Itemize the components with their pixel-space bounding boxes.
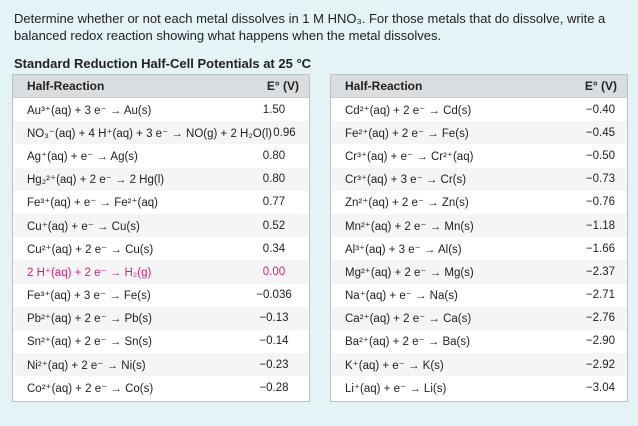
table-row: Sn²⁺(aq) + 2 e⁻ → Sn(s) −0.14: [13, 330, 309, 353]
table-row: Zn²⁺(aq) + 2 e⁻ → Zn(s) −0.76: [331, 191, 627, 214]
half-reaction: Fe³⁺(aq) + 3 e⁻ → Fe(s): [27, 290, 151, 303]
standard-potential: −0.13: [259, 312, 289, 325]
table-row: Li⁺(aq) + e⁻ → Li(s) −3.04: [331, 376, 627, 399]
half-reaction: Na⁺(aq) + e⁻ → Na(s): [345, 290, 458, 303]
table-row: Cr³⁺(aq) + 3 e⁻ → Cr(s) −0.73: [331, 167, 627, 191]
half-reaction: Al³⁺(aq) + 3 e⁻ → Al(s): [345, 243, 462, 256]
standard-potential: 0.77: [262, 196, 286, 209]
standard-potential: 0.52: [262, 219, 286, 232]
table-row: K⁺(aq) + e⁻ → K(s) −2.92: [331, 353, 627, 377]
half-reaction: Li⁺(aq) + e⁻ → Li(s): [345, 382, 447, 395]
standard-potential: −0.73: [585, 173, 615, 186]
reaction-column-header: Half-Reaction: [27, 79, 105, 93]
half-reaction: Mn²⁺(aq) + 2 e⁻ → Mn(s): [345, 220, 474, 233]
half-reaction: Ca²⁺(aq) + 2 e⁻ → Ca(s): [345, 313, 472, 326]
half-reaction: Cu²⁺(aq) + 2 e⁻ → Cu(s): [27, 243, 154, 256]
standard-potential: −0.45: [585, 126, 615, 139]
standard-potential: 0.96: [273, 126, 296, 139]
standard-potential: −2.92: [585, 358, 615, 371]
table-row: Au³⁺(aq) + 3 e⁻ → Au(s) 1.50: [13, 98, 309, 121]
standard-potential: 0.80: [262, 173, 286, 186]
standard-potential: −2.90: [585, 335, 615, 348]
standard-potential: −0.40: [585, 103, 615, 116]
table-row: Mg²⁺(aq) + 2 e⁻ → Mg(s) −2.37: [331, 260, 627, 284]
table-row: Co²⁺(aq) + 2 e⁻ → Co(s) −0.28: [13, 376, 309, 399]
standard-potential: −1.66: [585, 242, 615, 255]
table-row: Ag⁺(aq) + e⁻ → Ag(s) 0.80: [13, 144, 309, 167]
potential-column-header: E° (V): [266, 79, 299, 93]
potential-column-header: E° (V): [584, 79, 617, 93]
table-row: Al³⁺(aq) + 3 e⁻ → Al(s) −1.66: [331, 237, 627, 260]
standard-potential: −1.18: [585, 219, 615, 232]
standard-potential: −3.04: [585, 381, 615, 394]
table-row: Pb²⁺(aq) + 2 e⁻ → Pb(s) −0.13: [13, 306, 309, 330]
table-row: Mn²⁺(aq) + 2 e⁻ → Mn(s) −1.18: [331, 213, 627, 238]
table-row: Ca²⁺(aq) + 2 e⁻ → Ca(s) −2.76: [331, 306, 627, 330]
table-row: Cu⁺(aq) + e⁻ → Cu(s) 0.52: [13, 213, 309, 238]
table-row: Fe³⁺(aq) + 3 e⁻ → Fe(s) −0.036: [13, 284, 309, 307]
question-text: Determine whether or not each metal diss…: [14, 11, 606, 43]
standard-potential: −0.14: [259, 335, 289, 348]
standard-potential: −0.28: [259, 381, 289, 394]
table-row: Cd²⁺(aq) + 2 e⁻ → Cd(s) −0.40: [331, 98, 627, 121]
half-reaction: K⁺(aq) + e⁻ → K(s): [345, 359, 444, 372]
table-row: Cr³⁺(aq) + e⁻ → Cr²⁺(aq) −0.50: [331, 144, 627, 167]
half-reaction: Au³⁺(aq) + 3 e⁻ → Au(s): [27, 104, 152, 117]
half-reaction: Cr³⁺(aq) + 3 e⁻ → Cr(s): [345, 174, 467, 187]
table-header: Half-Reaction E° (V): [331, 75, 627, 98]
table-body: Cd²⁺(aq) + 2 e⁻ → Cd(s) −0.40 Fe²⁺(aq) + 2…: [331, 98, 627, 399]
standard-potential: −2.76: [585, 312, 615, 325]
half-reaction: Zn²⁺(aq) + 2 e⁻ → Zn(s): [345, 197, 469, 210]
half-reaction: Ba²⁺(aq) + 2 e⁻ → Ba(s): [345, 336, 470, 349]
half-reaction: NO₃⁻(aq) + 4 H⁺(aq) + 3 e⁻ → NO(g) + 2 H…: [27, 127, 272, 140]
table-header: Half-Reaction E° (V): [13, 75, 309, 98]
half-cell-table-left: Half-Reaction E° (V) Au³⁺(aq) + 3 e⁻ → A…: [12, 74, 310, 402]
half-reaction: Sn²⁺(aq) + 2 e⁻ → Sn(s): [27, 336, 152, 349]
standard-potential: −0.036: [256, 289, 292, 302]
half-reaction: 2 H⁺(aq) + 2 e⁻ → H₂(g): [27, 266, 152, 279]
half-reaction: Cr³⁺(aq) + e⁻ → Cr²⁺(aq): [345, 150, 474, 163]
half-reaction: Mg²⁺(aq) + 2 e⁻ → Mg(s): [345, 266, 474, 279]
half-reaction: Fe³⁺(aq) + e⁻ → Fe²⁺(aq): [27, 197, 159, 210]
half-cell-table-right: Half-Reaction E° (V) Cd²⁺(aq) + 2 e⁻ → C…: [330, 74, 628, 402]
standard-potential: −0.50: [585, 149, 615, 162]
standard-potential: −0.76: [585, 196, 615, 209]
half-reaction: Cd²⁺(aq) + 2 e⁻ → Cd(s): [345, 104, 472, 117]
standard-potential: 1.50: [262, 103, 286, 116]
table-title: Standard Reduction Half-Cell Potentials …: [14, 56, 312, 71]
half-reaction: Fe²⁺(aq) + 2 e⁻ → Fe(s): [345, 127, 469, 140]
table-row: Fe²⁺(aq) + 2 e⁻ → Fe(s) −0.45: [331, 121, 627, 145]
standard-potential: 0.34: [262, 242, 286, 255]
standard-potential: −2.37: [585, 265, 615, 278]
table-row: Ni²⁺(aq) + 2 e⁻ → Ni(s) −0.23: [13, 353, 309, 377]
standard-potential: −0.23: [259, 358, 289, 371]
table-row: Na⁺(aq) + e⁻ → Na(s) −2.71: [331, 284, 627, 307]
table-row: Ba²⁺(aq) + 2 e⁻ → Ba(s) −2.90: [331, 330, 627, 353]
standard-potential: −2.71: [585, 289, 615, 302]
table-row: 2 H⁺(aq) + 2 e⁻ → H₂(g) 0.00: [13, 260, 309, 284]
half-reaction: Hg₂²⁺(aq) + 2 e⁻ → 2 Hg(l): [27, 174, 165, 187]
half-reaction: Ag⁺(aq) + e⁻ → Ag(s): [27, 150, 138, 163]
table-row: Cu²⁺(aq) + 2 e⁻ → Cu(s) 0.34: [13, 237, 309, 260]
standard-potential: 0.80: [262, 149, 286, 162]
table-row: NO₃⁻(aq) + 4 H⁺(aq) + 3 e⁻ → NO(g) + 2 H…: [13, 121, 309, 145]
half-reaction: Cu⁺(aq) + e⁻ → Cu(s): [27, 220, 140, 233]
table-body: Au³⁺(aq) + 3 e⁻ → Au(s) 1.50 NO₃⁻(aq) + 4 …: [13, 98, 309, 399]
table-row: Hg₂²⁺(aq) + 2 e⁻ → 2 Hg(l) 0.80: [13, 167, 309, 191]
half-reaction: Ni²⁺(aq) + 2 e⁻ → Ni(s): [27, 359, 146, 372]
reaction-column-header: Half-Reaction: [345, 79, 423, 93]
table-row: Fe³⁺(aq) + e⁻ → Fe²⁺(aq) 0.77: [13, 191, 309, 214]
half-reaction: Co²⁺(aq) + 2 e⁻ → Co(s): [27, 382, 154, 395]
standard-potential: 0.00: [262, 265, 286, 278]
half-reaction: Pb²⁺(aq) + 2 e⁻ → Pb(s): [27, 313, 152, 326]
